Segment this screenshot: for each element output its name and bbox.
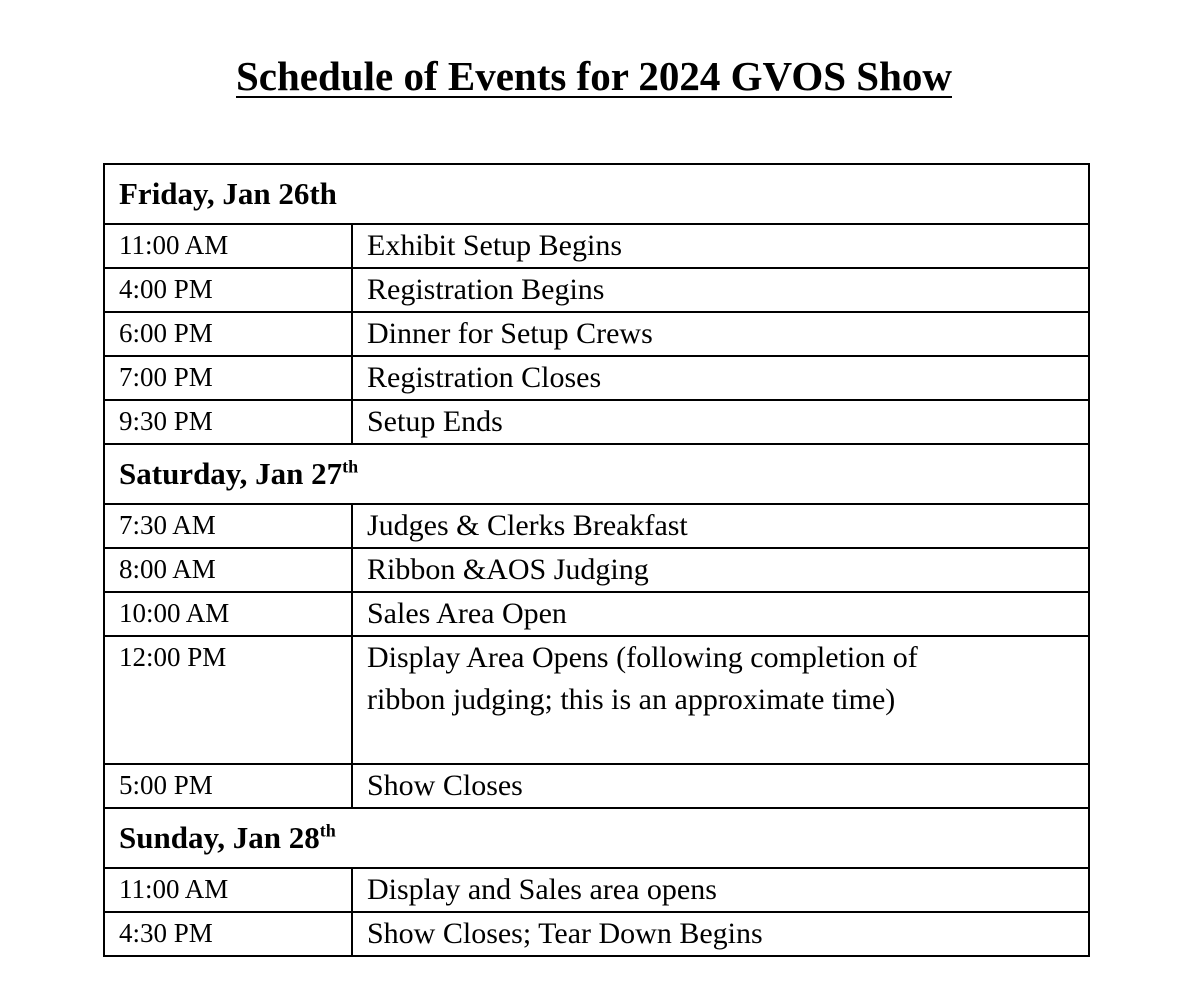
event-row: 10:00 AM Sales Area Open: [103, 591, 1090, 637]
day-suffix: th: [319, 820, 336, 841]
event-time: 4:30 PM: [103, 911, 353, 957]
event-row: 7:00 PM Registration Closes: [103, 355, 1090, 401]
event-description: Exhibit Setup Begins: [351, 223, 1090, 269]
day-suffix: th: [342, 456, 359, 477]
day-header: Sunday, Jan 28th: [103, 807, 1090, 869]
event-description: Judges & Clerks Breakfast: [351, 503, 1090, 549]
event-description: Registration Begins: [351, 267, 1090, 313]
event-time: 4:00 PM: [103, 267, 353, 313]
event-row: 11:00 AM Display and Sales area opens: [103, 867, 1090, 913]
event-row: 5:00 PM Show Closes: [103, 763, 1090, 809]
event-time: 7:30 AM: [103, 503, 353, 549]
schedule-table: Friday, Jan 26th 11:00 AM Exhibit Setup Be…: [103, 163, 1090, 957]
day-header: Saturday, Jan 27th: [103, 443, 1090, 505]
event-description: Display Area Opens (following completion…: [351, 635, 1090, 765]
day-label: Friday, Jan 26th: [119, 176, 337, 211]
event-row: 4:30 PM Show Closes; Tear Down Begins: [103, 911, 1090, 957]
event-description: Sales Area Open: [351, 591, 1090, 637]
event-row: 7:30 AM Judges & Clerks Breakfast: [103, 503, 1090, 549]
event-description: Ribbon &AOS Judging: [351, 547, 1090, 593]
event-time: 6:00 PM: [103, 311, 353, 357]
event-description: Registration Closes: [351, 355, 1090, 401]
day-label: Sunday, Jan 28: [119, 820, 320, 855]
event-row: 6:00 PM Dinner for Setup Crews: [103, 311, 1090, 357]
event-row: 8:00 AM Ribbon &AOS Judging: [103, 547, 1090, 593]
event-description: Setup Ends: [351, 399, 1090, 445]
event-time: 12:00 PM: [103, 635, 353, 765]
event-time: 11:00 AM: [103, 867, 353, 913]
event-time: 5:00 PM: [103, 763, 353, 809]
event-row: 4:00 PM Registration Begins: [103, 267, 1090, 313]
day-label: Saturday, Jan 27: [119, 456, 343, 491]
event-row: 12:00 PM Display Area Opens (following co…: [103, 635, 1090, 765]
page-title: Schedule of Events for 2024 GVOS Show: [236, 53, 952, 99]
event-time: 11:00 AM: [103, 223, 353, 269]
event-description: Show Closes; Tear Down Begins: [351, 911, 1090, 957]
event-time: 7:00 PM: [103, 355, 353, 401]
day-header-row: Friday, Jan 26th: [103, 163, 1090, 225]
day-header-row: Saturday, Jan 27th: [103, 443, 1090, 505]
day-header: Friday, Jan 26th: [103, 163, 1090, 225]
event-time: 9:30 PM: [103, 399, 353, 445]
event-time: 10:00 AM: [103, 591, 353, 637]
event-time: 8:00 AM: [103, 547, 353, 593]
event-description: Display and Sales area opens: [351, 867, 1090, 913]
event-row: 9:30 PM Setup Ends: [103, 399, 1090, 445]
event-row: 11:00 AM Exhibit Setup Begins: [103, 223, 1090, 269]
event-description: Show Closes: [351, 763, 1090, 809]
day-header-row: Sunday, Jan 28th: [103, 807, 1090, 869]
event-description: Dinner for Setup Crews: [351, 311, 1090, 357]
